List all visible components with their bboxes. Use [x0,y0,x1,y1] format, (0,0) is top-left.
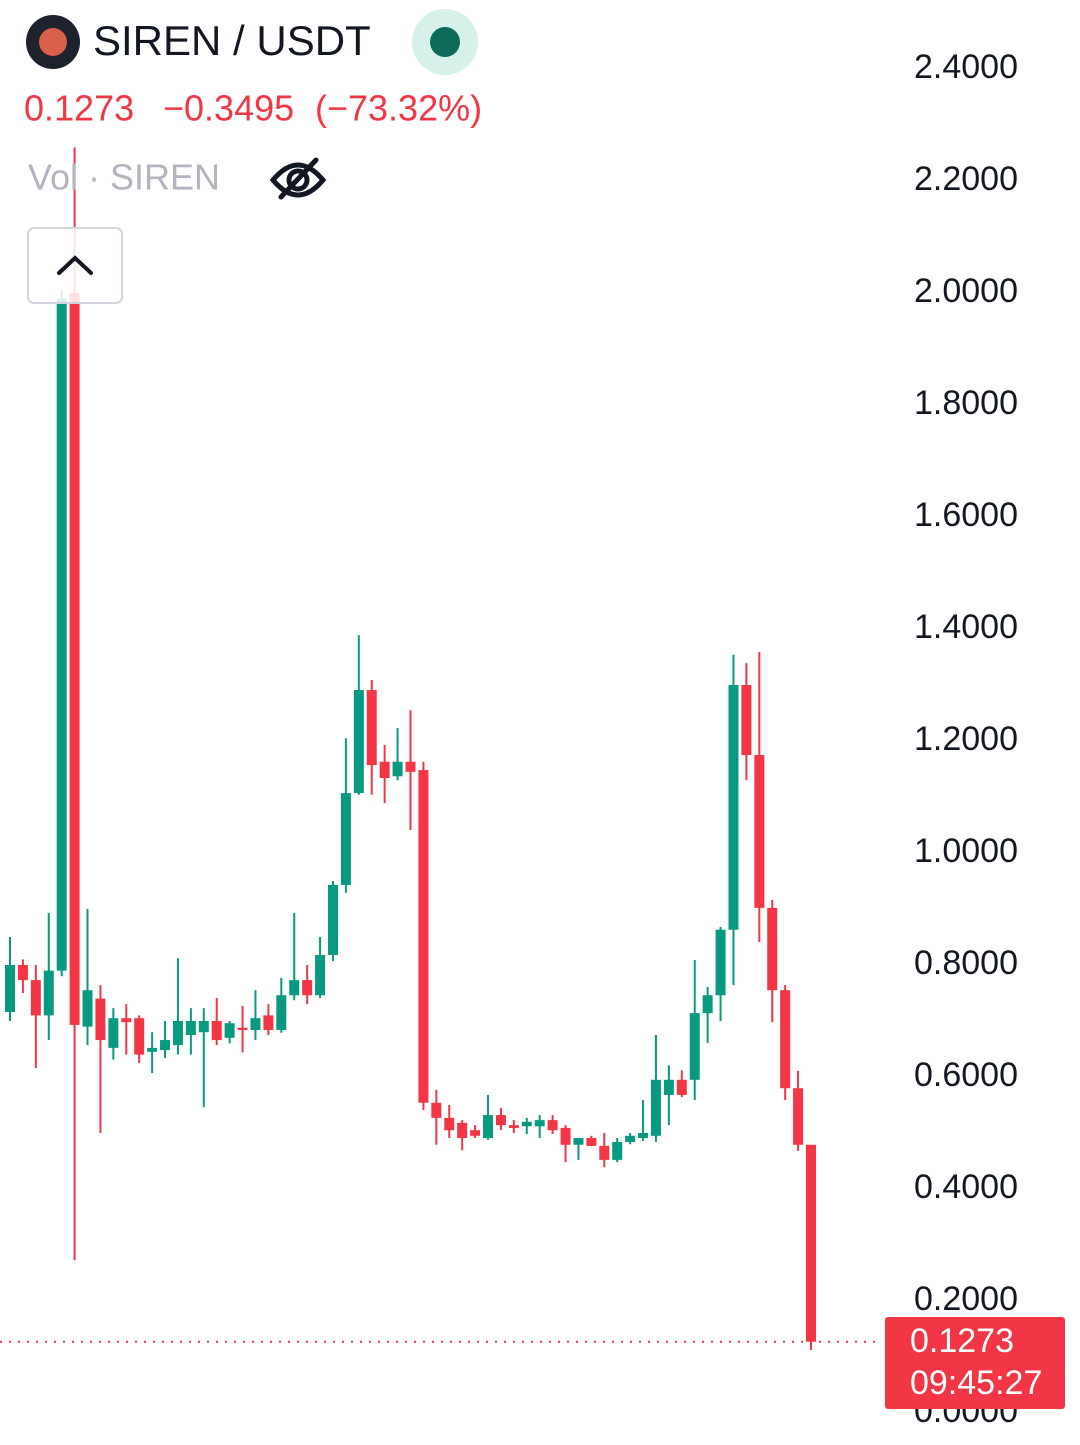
candle-body [560,1127,571,1145]
price-tag-box [885,1317,1065,1409]
candle-body [302,980,313,996]
candle-body [172,1021,183,1046]
candle-body [806,1144,816,1342]
candle-body [56,298,67,971]
price-change-percent: (−73.32%) [315,88,482,129]
candle-body [108,1018,119,1048]
y-tick-label: 0.6000 [914,1056,1018,1094]
y-tick-label: 0.4000 [914,1168,1018,1206]
collapse-button[interactable] [27,227,123,304]
candle-body [289,980,300,996]
market-status-dot [430,27,460,57]
candle-body [728,685,739,930]
y-tick-label: 2.0000 [914,272,1018,310]
candle-body [534,1120,545,1127]
candle-body [211,1021,222,1041]
candle-body [30,980,41,1016]
candle-body [793,1088,804,1145]
candle-body [650,1079,661,1136]
candle-body [379,761,390,778]
candle-body [160,1040,171,1051]
candle-body [663,1079,674,1095]
candle-body [612,1141,623,1160]
candle-body [457,1122,468,1139]
candle-body [638,1133,649,1139]
candle-body [676,1079,687,1095]
candle-body [418,770,429,1103]
candle-body [586,1138,597,1146]
y-tick-label: 1.0000 [914,832,1018,870]
candle-body [780,990,791,1089]
price-tag: 0.1273 09:45:27 [885,1317,1065,1409]
price-tag-countdown: 09:45:27 [910,1364,1042,1402]
candle-body [82,990,93,1027]
last-price: 0.1273 [24,88,134,129]
symbol-logo-inner [39,28,67,56]
candle-body [315,954,326,996]
y-tick-label: 0.8000 [914,944,1018,982]
candle-body [702,995,713,1014]
price-tag-value: 0.1273 [910,1322,1014,1360]
price-change: −0.3495 [163,88,294,129]
candle-body [431,1102,442,1118]
price-axis: 0.00000.20000.40000.60000.80001.00001.20… [914,48,1018,1430]
candle-body [470,1130,481,1136]
candle-body [237,1027,248,1030]
y-tick-label: 2.4000 [914,48,1018,86]
y-tick-label: 0.2000 [914,1280,1018,1318]
y-tick-label: 2.2000 [914,160,1018,198]
candle-body [121,1018,132,1023]
y-tick-label: 1.2000 [914,720,1018,758]
y-tick-label: 1.6000 [914,496,1018,534]
candle-body [134,1018,145,1055]
candle-body [715,929,726,996]
candle-body [405,761,416,772]
candle-body [521,1121,532,1127]
candle-body [573,1138,584,1145]
candle-body [147,1047,158,1052]
candle-body [198,1021,209,1033]
candle-body [185,1021,196,1035]
candle-body [250,1018,261,1030]
candle-body [625,1135,636,1142]
candle-body [69,293,80,1025]
candle-body [5,965,15,1013]
candle-body [327,884,338,955]
candle-body [43,970,54,1016]
hide-volume-button[interactable] [269,157,327,200]
candle-body [689,1013,700,1080]
candle-body [392,761,403,777]
volume-label: Vol · SIREN [28,157,220,198]
candle-body [495,1115,506,1126]
candle-body [508,1125,519,1128]
candle-body [340,793,351,885]
candle-body [17,965,28,981]
candle-body [754,755,765,908]
symbol-title[interactable]: SIREN / USDT [93,17,371,64]
candle-body [95,998,106,1041]
candle-body [741,685,752,755]
candle-body [483,1115,494,1139]
candle-body [353,690,364,794]
y-tick-label: 1.4000 [914,608,1018,646]
candle-body [547,1120,558,1131]
candle-body [263,1015,274,1030]
y-tick-label: 1.8000 [914,384,1018,422]
candle-body [276,995,287,1030]
candle-body [767,907,778,991]
candle-body [224,1023,235,1038]
header: SIREN / USDT 0.1273 −0.3495 (−73.32%) Vo… [24,9,482,304]
plot-area [0,147,882,1350]
candle-body [366,690,377,766]
candle-body [599,1145,610,1160]
candle-body [444,1117,455,1131]
